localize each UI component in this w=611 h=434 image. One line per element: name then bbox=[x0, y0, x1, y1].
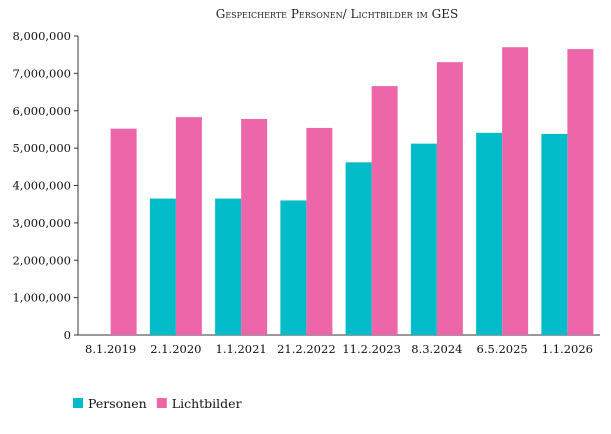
bar-personen-3 bbox=[280, 200, 307, 335]
legend-swatch-lichtbilder bbox=[156, 398, 167, 408]
bar-lichtbilder-5 bbox=[436, 62, 463, 335]
bar-lichtbilder-0 bbox=[110, 128, 137, 335]
bar-personen-5 bbox=[410, 143, 437, 335]
y-tick-label: 1,000,000 bbox=[12, 291, 71, 305]
y-tick-label: 8,000,000 bbox=[12, 29, 71, 43]
y-tick-label: 7,000,000 bbox=[12, 66, 71, 80]
y-tick-label: 3,000,000 bbox=[12, 216, 71, 230]
bar-personen-7 bbox=[541, 133, 568, 335]
bar-lichtbilder-4 bbox=[371, 86, 398, 336]
x-tick-label: 1.1.2026 bbox=[542, 342, 593, 356]
bar-lichtbilder-7 bbox=[567, 49, 594, 336]
y-axis: 0 1,000,000 2,000,000 3,000,000 4,000,000 5,0… bbox=[12, 29, 79, 342]
legend-label-lichtbilder: Lichtbilder bbox=[172, 396, 242, 411]
bar-personen-2 bbox=[215, 198, 242, 335]
y-tick-label: 2,000,000 bbox=[12, 253, 71, 267]
bars bbox=[110, 47, 594, 336]
x-tick-label: 21.2.2022 bbox=[277, 342, 336, 356]
legend-swatch-personen bbox=[73, 398, 83, 408]
x-tick-label: 1.1.2021 bbox=[216, 342, 267, 356]
legend: Personen Lichtbilder bbox=[73, 396, 242, 411]
bar-lichtbilder-1 bbox=[175, 117, 202, 335]
y-tick-label: 5,000,000 bbox=[12, 141, 71, 155]
y-tick-label: 0 bbox=[64, 328, 71, 342]
bar-lichtbilder-6 bbox=[502, 47, 529, 336]
bar-personen-6 bbox=[476, 132, 503, 335]
bar-personen-4 bbox=[345, 162, 372, 335]
x-tick-label: 8.3.2024 bbox=[411, 342, 462, 356]
x-tick-label: 8.1.2019 bbox=[85, 342, 136, 356]
bar-lichtbilder-3 bbox=[306, 127, 333, 335]
x-tick-label: 11.2.2023 bbox=[342, 342, 401, 356]
x-tick-label: 6.5.2025 bbox=[477, 342, 528, 356]
x-axis: 8.1.2019 2.1.2020 1.1.2021 21.2.2022 11.2.20… bbox=[78, 334, 600, 356]
y-tick-label: 4,000,000 bbox=[12, 179, 71, 193]
y-tick-label: 6,000,000 bbox=[12, 104, 71, 118]
legend-label-personen: Personen bbox=[88, 396, 147, 411]
bar-lichtbilder-2 bbox=[241, 118, 268, 335]
x-tick-label: 2.1.2020 bbox=[150, 342, 201, 356]
bar-personen-1 bbox=[149, 198, 176, 335]
chart-title: Gespeicherte Personen/ Lichtbilder im GE… bbox=[216, 7, 459, 21]
